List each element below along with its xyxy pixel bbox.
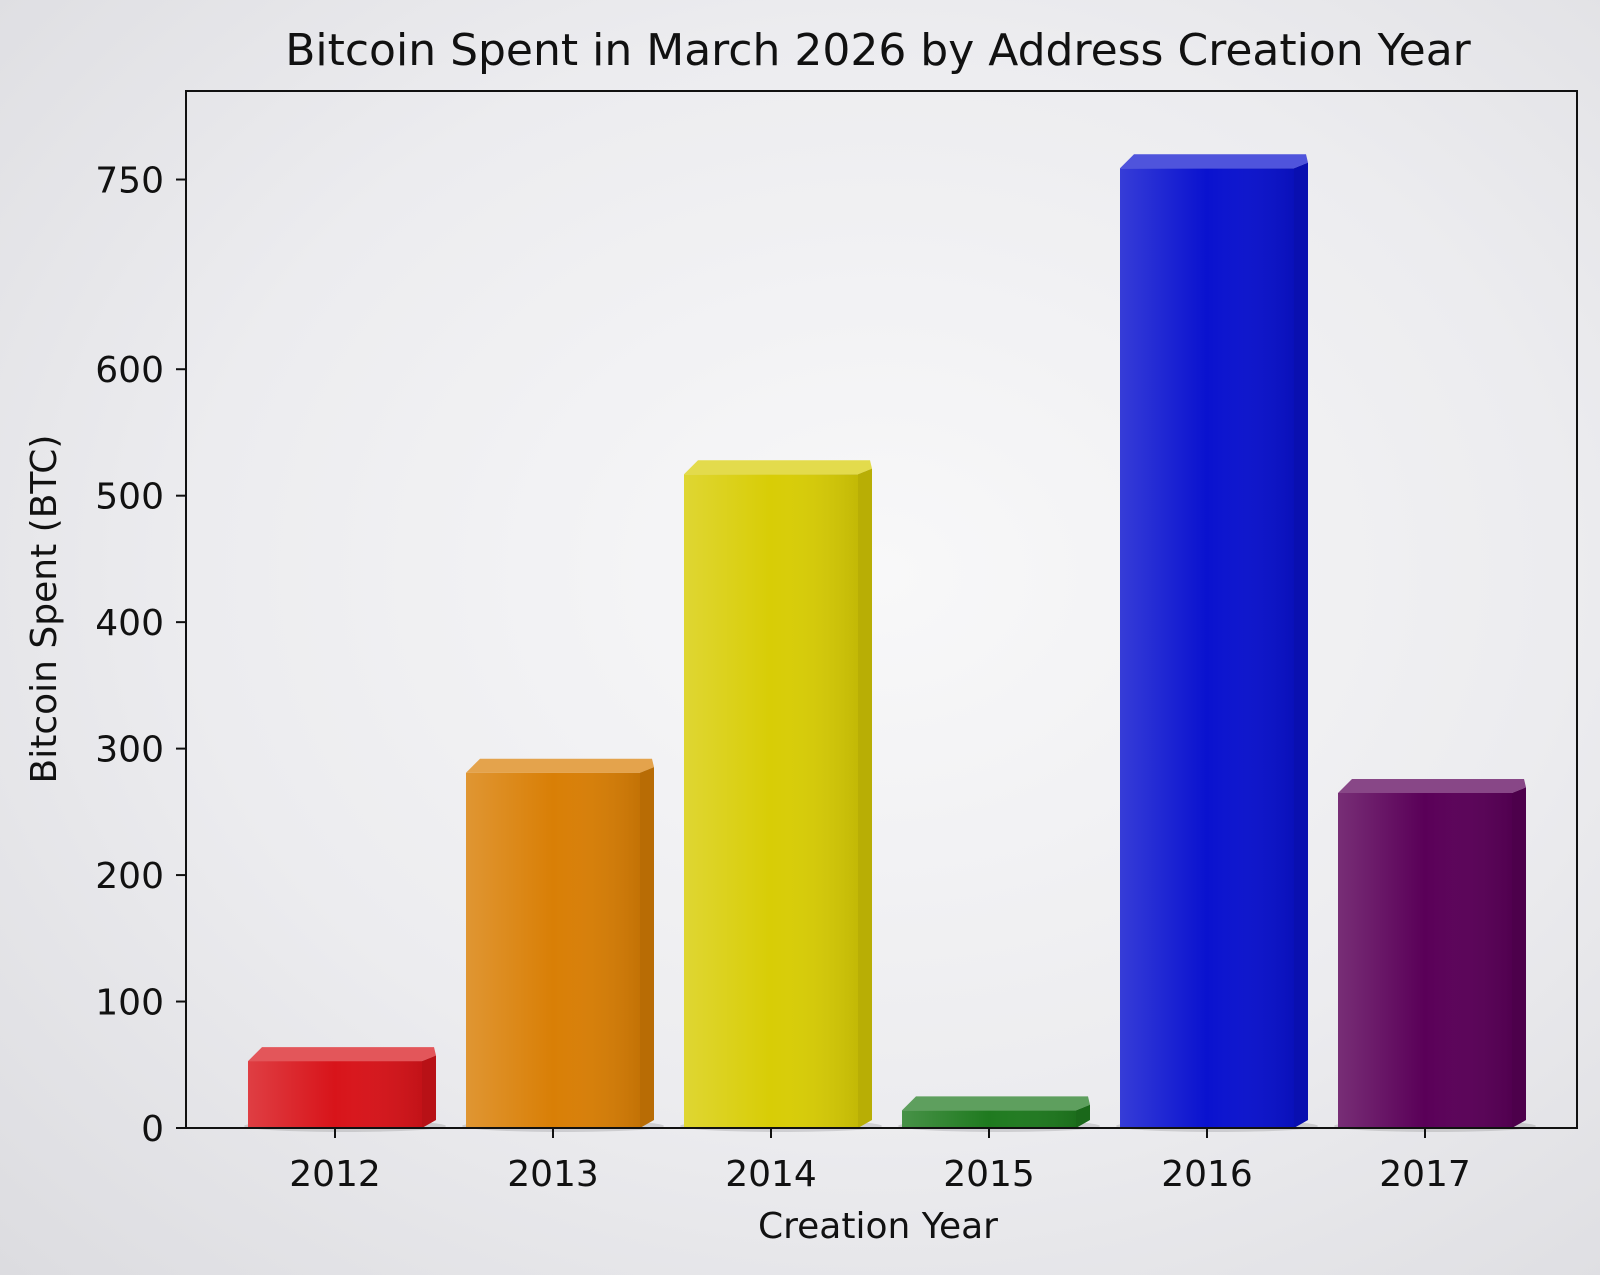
- bar-side-face: [422, 1055, 436, 1128]
- bar-2016: [1116, 154, 1318, 1132]
- chart-title: Bitcoin Spent in March 2026 by Address C…: [285, 25, 1471, 76]
- bar-2015: [898, 1096, 1100, 1132]
- bar-sheen: [684, 474, 858, 1128]
- bar-side-face: [640, 767, 654, 1128]
- y-tick-label: 200: [95, 856, 164, 897]
- bar-side-face: [1512, 787, 1526, 1128]
- bar-2017: [1334, 778, 1536, 1132]
- bar-top-face: [684, 460, 872, 475]
- x-axis: 2012 2013 2014 2015 2016 2017: [289, 1128, 1471, 1195]
- y-tick-label: 600: [95, 350, 164, 391]
- x-axis-label: Creation Year: [758, 1206, 998, 1247]
- bar-side-face: [1294, 162, 1308, 1128]
- x-tick-label: 2017: [1379, 1154, 1471, 1195]
- x-tick-label: 2014: [725, 1154, 817, 1195]
- y-axis-label: Bitcoin Spent (BTC): [24, 435, 65, 784]
- bar-side-face: [858, 468, 872, 1128]
- x-tick-label: 2016: [1161, 1154, 1253, 1195]
- y-tick-label: 400: [95, 603, 164, 644]
- bar-top-face: [466, 758, 654, 773]
- y-tick-label: 100: [95, 983, 164, 1024]
- bar-sheen: [1120, 168, 1294, 1129]
- bar-sheen: [902, 1110, 1076, 1128]
- bar-sheen: [1338, 792, 1512, 1128]
- bar-2013: [462, 758, 664, 1132]
- bar-side-face: [1076, 1104, 1090, 1128]
- plot-frame: [185, 90, 1578, 1129]
- bar-sheen: [248, 1061, 422, 1128]
- bar-2014: [680, 460, 882, 1132]
- bar-sheen: [466, 772, 640, 1128]
- bar-top-face: [1120, 154, 1308, 169]
- y-tick-label: 750: [95, 161, 164, 202]
- x-tick-label: 2015: [943, 1154, 1035, 1195]
- y-axis: 0 100 200 300 400 500 600 750: [95, 161, 186, 1150]
- bar-top-face: [248, 1047, 436, 1062]
- bar-top-face: [902, 1096, 1090, 1111]
- x-tick-label: 2013: [507, 1154, 599, 1195]
- bars-group: [244, 154, 1536, 1132]
- y-tick-label: 500: [95, 477, 164, 518]
- bar-top-face: [1338, 778, 1526, 793]
- y-tick-label: 300: [95, 730, 164, 771]
- y-tick-label: 0: [141, 1109, 164, 1150]
- bar-2012: [244, 1047, 446, 1132]
- x-tick-label: 2012: [289, 1154, 381, 1195]
